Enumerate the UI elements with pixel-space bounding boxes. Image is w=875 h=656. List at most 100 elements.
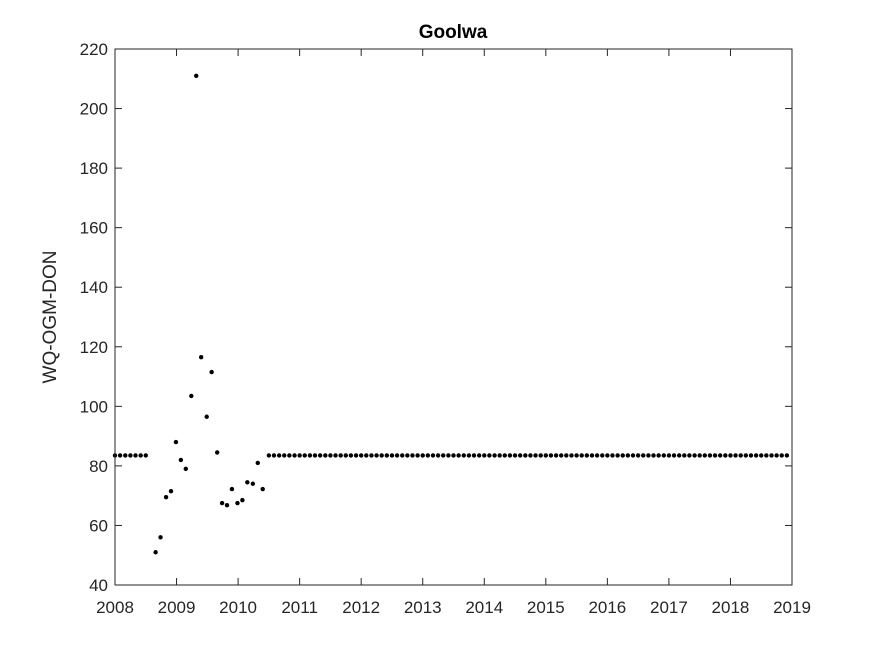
y-tick-label: 160	[80, 219, 108, 238]
data-point	[123, 453, 128, 458]
data-point	[507, 453, 513, 458]
data-point	[323, 453, 328, 458]
data-point	[482, 453, 487, 458]
data-point	[461, 453, 466, 458]
data-point	[153, 550, 158, 555]
data-point	[523, 453, 528, 458]
data-point	[697, 453, 702, 458]
plot-area	[115, 49, 792, 585]
data-point	[384, 453, 390, 458]
data-point	[389, 453, 395, 458]
data-point	[394, 453, 400, 458]
x-tick-label: 2013	[404, 598, 442, 617]
data-point	[466, 453, 472, 458]
data-point	[651, 453, 656, 458]
x-tick-label: 2014	[465, 598, 503, 617]
data-point	[533, 453, 538, 458]
data-point	[676, 453, 682, 458]
data-point	[374, 453, 379, 458]
data-point	[430, 453, 436, 458]
data-point	[250, 481, 256, 486]
data-point	[287, 453, 292, 458]
y-tick-label: 40	[89, 576, 108, 595]
x-tick-label: 2009	[158, 598, 196, 617]
data-point	[297, 453, 302, 458]
y-tick-label: 220	[80, 40, 108, 59]
data-point	[405, 453, 410, 458]
data-point	[589, 453, 595, 458]
x-axis: 2008 2009 2010 2011 2012 2013 2014 2015 2016 2017…	[96, 49, 811, 617]
data-point	[158, 535, 163, 540]
data-point	[692, 453, 697, 458]
data-point	[435, 453, 441, 458]
data-point	[282, 453, 287, 458]
plot-frame	[114, 48, 793, 586]
data-point	[292, 453, 297, 458]
data-point	[548, 453, 554, 458]
x-tick-label: 2012	[342, 598, 380, 617]
data-point	[333, 453, 338, 458]
data-points	[112, 73, 790, 555]
data-point	[641, 453, 646, 458]
data-point	[260, 486, 265, 492]
data-point	[666, 453, 672, 458]
data-point	[564, 453, 569, 458]
data-point	[317, 453, 323, 458]
data-point	[255, 460, 260, 466]
data-point	[307, 453, 313, 458]
data-point	[420, 453, 425, 458]
data-point	[753, 453, 759, 458]
data-point	[497, 453, 502, 458]
data-point	[189, 393, 194, 399]
data-point	[569, 453, 574, 458]
data-point	[646, 453, 651, 458]
data-point	[512, 453, 518, 458]
data-point	[441, 453, 446, 458]
data-point	[451, 453, 456, 458]
data-point	[476, 453, 482, 458]
data-point	[198, 355, 204, 360]
data-point	[728, 453, 733, 458]
data-point	[759, 453, 764, 458]
data-point	[266, 453, 272, 458]
x-tick-label: 2017	[650, 598, 688, 617]
data-point	[671, 453, 677, 458]
data-point	[615, 453, 620, 458]
data-point	[579, 453, 584, 458]
x-tick-label: 2008	[96, 598, 134, 617]
data-point	[415, 453, 420, 458]
data-point	[163, 494, 169, 500]
data-point	[635, 453, 641, 458]
data-point	[446, 453, 451, 458]
data-point	[358, 453, 364, 458]
x-tick-label: 2011	[281, 598, 318, 617]
data-point	[353, 453, 359, 458]
data-point	[235, 500, 240, 506]
data-point	[774, 453, 779, 458]
data-point	[594, 453, 600, 458]
data-point	[687, 453, 692, 458]
data-point	[487, 453, 492, 458]
data-point	[240, 497, 245, 503]
data-point	[328, 453, 333, 458]
x-tick-label: 2015	[527, 598, 565, 617]
x-tick-label: 2010	[219, 598, 257, 617]
data-point	[717, 453, 723, 458]
data-point	[517, 453, 523, 458]
data-point	[707, 453, 713, 458]
data-point	[502, 453, 507, 458]
data-point	[229, 486, 235, 492]
data-point	[682, 453, 687, 458]
data-point	[183, 466, 188, 472]
data-point	[574, 453, 579, 458]
data-point	[204, 414, 209, 419]
data-point	[410, 453, 415, 458]
chart-title: Goolwa	[419, 22, 488, 43]
y-axis-label: WQ-OGM-DON	[40, 251, 61, 384]
data-point	[219, 500, 225, 506]
y-tick-label: 120	[80, 338, 108, 357]
data-point	[456, 453, 461, 458]
data-point	[769, 453, 774, 458]
